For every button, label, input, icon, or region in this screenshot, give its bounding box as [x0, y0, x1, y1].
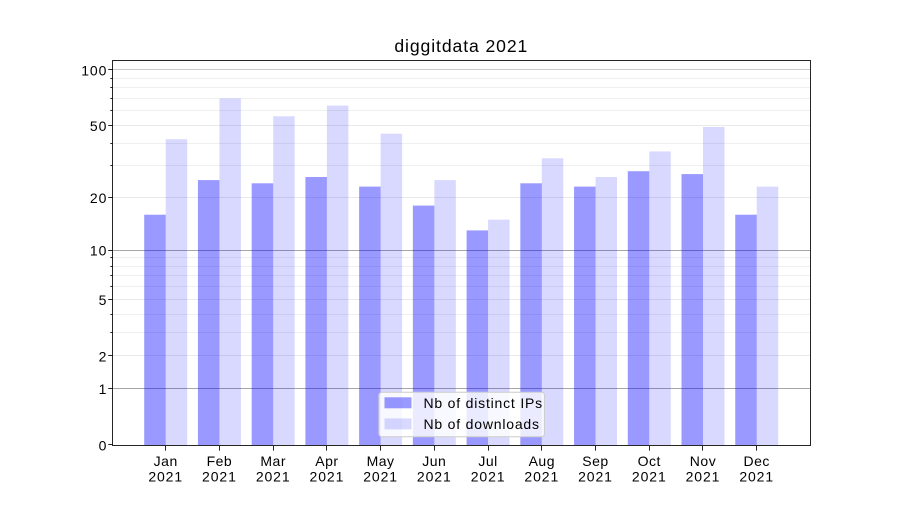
svg-text:2021: 2021: [202, 469, 237, 485]
svg-text:2: 2: [99, 348, 108, 364]
svg-text:2021: 2021: [524, 469, 559, 485]
svg-text:Aug: Aug: [529, 453, 555, 469]
svg-text:1: 1: [99, 381, 108, 397]
svg-text:Oct: Oct: [638, 453, 661, 469]
svg-text:Jan: Jan: [154, 453, 178, 469]
svg-text:Dec: Dec: [743, 453, 769, 469]
svg-text:0: 0: [99, 438, 108, 454]
svg-text:Apr: Apr: [315, 453, 338, 469]
svg-text:Mar: Mar: [260, 453, 286, 469]
svg-text:2021: 2021: [471, 469, 506, 485]
svg-text:50: 50: [90, 118, 107, 134]
svg-text:diggitdata 2021: diggitdata 2021: [394, 36, 528, 56]
svg-text:2021: 2021: [363, 469, 398, 485]
svg-text:May: May: [367, 453, 395, 469]
svg-text:2021: 2021: [417, 469, 452, 485]
svg-text:2021: 2021: [148, 469, 183, 485]
svg-text:2021: 2021: [310, 469, 345, 485]
svg-text:Nb of downloads: Nb of downloads: [424, 416, 540, 432]
svg-text:2021: 2021: [739, 469, 774, 485]
svg-text:Nov: Nov: [690, 453, 716, 469]
svg-text:2021: 2021: [632, 469, 667, 485]
svg-text:2021: 2021: [578, 469, 613, 485]
svg-text:Jun: Jun: [422, 453, 446, 469]
svg-text:10: 10: [90, 243, 107, 259]
svg-text:2021: 2021: [686, 469, 721, 485]
svg-text:5: 5: [99, 292, 108, 308]
svg-text:100: 100: [81, 62, 107, 78]
svg-text:20: 20: [90, 190, 107, 206]
svg-text:Feb: Feb: [207, 453, 233, 469]
svg-text:2021: 2021: [256, 469, 291, 485]
svg-text:Jul: Jul: [478, 453, 497, 469]
svg-text:Nb of distinct IPs: Nb of distinct IPs: [424, 395, 543, 411]
svg-text:Sep: Sep: [582, 453, 608, 469]
